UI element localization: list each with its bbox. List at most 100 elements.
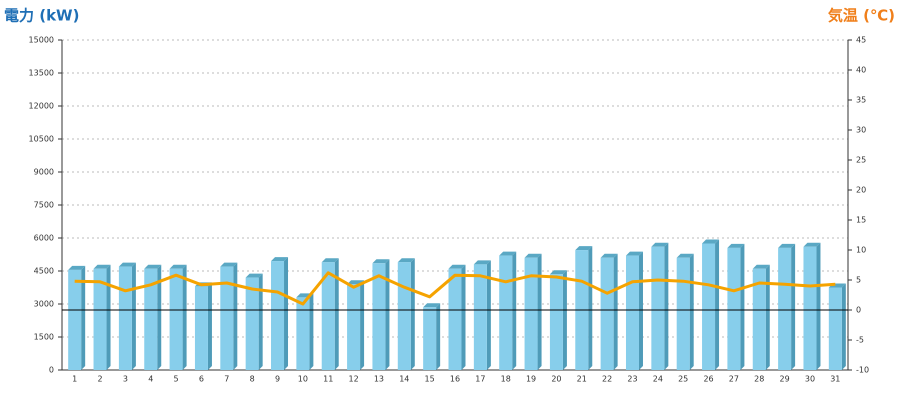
y-tick-label: 13500	[29, 69, 54, 78]
bar-side	[81, 265, 86, 370]
x-tick-label: 26	[703, 375, 713, 384]
y2-axis-title: 気温 (℃)	[828, 7, 895, 25]
bar-top	[118, 262, 136, 267]
y-tick-label: 0	[49, 366, 54, 375]
y2-tick-label: 20	[856, 186, 866, 195]
y-tick-label: 3000	[34, 300, 54, 309]
bar-top	[676, 253, 694, 258]
bar-top	[473, 260, 491, 265]
x-tick-label: 14	[399, 375, 409, 384]
bar	[347, 284, 361, 370]
x-tick-label: 13	[374, 375, 384, 384]
bar-top	[68, 265, 86, 270]
y-axis-title: 電力 (kW)	[4, 7, 79, 25]
bar-top	[778, 243, 796, 248]
bar	[296, 297, 310, 370]
x-tick-label: 7	[224, 375, 229, 384]
bar-side	[207, 282, 212, 370]
bar	[144, 268, 158, 370]
bar-top	[169, 264, 187, 269]
bar-side	[816, 242, 821, 370]
bar-side	[106, 264, 111, 370]
bar-side	[791, 243, 796, 370]
x-tick-label: 15	[425, 375, 435, 384]
bar-top	[448, 264, 466, 269]
bar	[752, 268, 766, 370]
bar-side	[537, 253, 542, 370]
x-tick-label: 19	[526, 375, 536, 384]
bar	[448, 268, 462, 370]
bar-side	[638, 251, 643, 370]
bar	[220, 266, 234, 370]
bar-top	[220, 262, 238, 267]
x-tick-label: 16	[450, 375, 460, 384]
y2-tick-label: 45	[856, 36, 866, 45]
x-tick-label: 25	[678, 375, 688, 384]
x-tick-label: 20	[551, 375, 561, 384]
x-tick-label: 10	[298, 375, 308, 384]
x-tick-label: 23	[627, 375, 637, 384]
x-tick-label: 2	[97, 375, 102, 384]
bar-top	[499, 251, 517, 256]
bar-side	[258, 273, 263, 370]
bar	[321, 262, 335, 370]
bar-top	[372, 259, 390, 264]
bar-top	[321, 258, 339, 263]
y-tick-label: 1500	[34, 333, 54, 342]
x-tick-label: 21	[577, 375, 587, 384]
x-tick-label: 22	[602, 375, 612, 384]
bar-side	[664, 242, 669, 370]
y-tick-label: 9000	[34, 168, 54, 177]
y-tick-label: 10500	[29, 135, 54, 144]
bar-top	[423, 303, 441, 308]
bar-top	[549, 270, 567, 275]
x-tick-label: 4	[148, 375, 153, 384]
bar	[625, 255, 639, 370]
bar-top	[524, 253, 542, 258]
bar	[68, 269, 82, 370]
bar-side	[436, 303, 441, 370]
bar-top	[600, 253, 618, 258]
x-tick-label: 1	[72, 375, 77, 384]
bar-top	[752, 264, 770, 269]
bar-side	[588, 246, 593, 370]
bar-side	[486, 260, 491, 370]
x-tick-label: 24	[653, 375, 663, 384]
x-tick-label: 3	[123, 375, 128, 384]
bar-side	[233, 262, 238, 370]
y-tick-label: 4500	[34, 267, 54, 276]
y-tick-label: 7500	[34, 201, 54, 210]
x-tick-label: 5	[174, 375, 179, 384]
temperature-line	[74, 271, 836, 306]
y-tick-label: 12000	[29, 102, 54, 111]
bar	[499, 255, 513, 370]
bar-side	[613, 253, 618, 370]
bar	[423, 307, 437, 370]
x-tick-label: 29	[780, 375, 790, 384]
bar	[727, 247, 741, 370]
y2-tick-label: 35	[856, 96, 866, 105]
x-tick-label: 17	[475, 375, 485, 384]
x-tick-label: 11	[323, 375, 333, 384]
y2-tick-label: 40	[856, 66, 866, 75]
bar	[93, 268, 107, 370]
bar-side	[512, 251, 517, 370]
bar-side	[182, 264, 187, 370]
bar	[169, 268, 183, 370]
bar-side	[360, 280, 365, 370]
bar	[778, 247, 792, 370]
bar-top	[575, 246, 593, 251]
bar-top	[702, 239, 720, 244]
bar-side	[841, 283, 846, 370]
bar	[118, 266, 132, 370]
x-tick-label: 18	[501, 375, 511, 384]
bar-top	[397, 258, 415, 263]
x-tick-label: 8	[250, 375, 255, 384]
bar-top	[625, 251, 643, 256]
bar	[473, 264, 487, 370]
bar-side	[385, 259, 390, 370]
x-tick-label: 27	[729, 375, 739, 384]
bar-top	[245, 273, 263, 278]
bar	[803, 246, 817, 370]
